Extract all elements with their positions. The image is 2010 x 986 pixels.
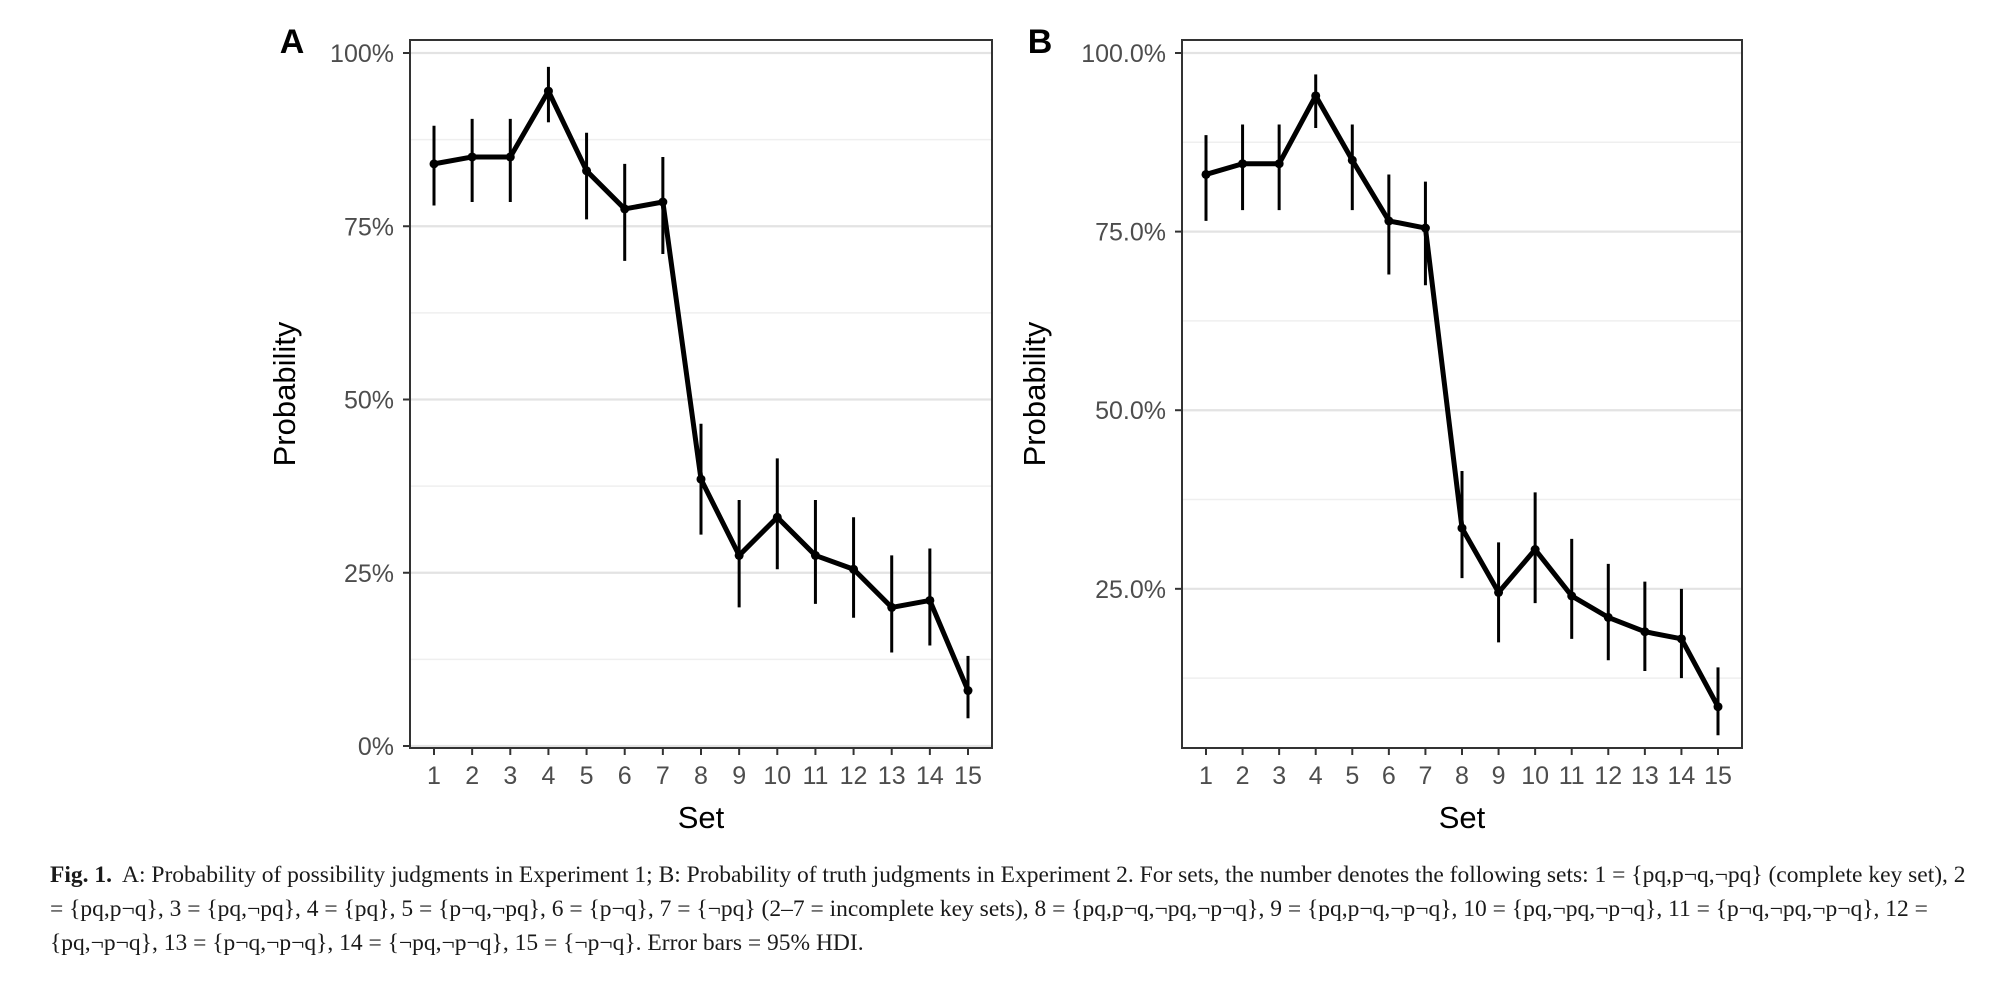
x-tick-label: 11 <box>1559 762 1585 790</box>
y-tick-label: 100% <box>330 40 394 68</box>
data-point <box>1640 627 1650 637</box>
data-point <box>543 86 553 96</box>
y-tick-label: 25% <box>344 560 394 588</box>
data-point <box>887 602 897 612</box>
y-tick-label: 100.0% <box>1081 40 1166 68</box>
data-point <box>1494 587 1504 597</box>
figure: 0%25%50%75%100%1 2 3 4 5 6 7 8 9 10 11 12 13 14 15SetP… <box>267 23 1743 835</box>
data-point <box>429 159 439 169</box>
data-point <box>467 152 477 162</box>
panel-border <box>1181 39 1743 749</box>
data-point <box>925 595 935 605</box>
x-tick-label: 9 <box>1492 762 1506 790</box>
x-tick-label: 12 <box>840 762 868 790</box>
x-tick-label: 13 <box>878 762 906 790</box>
y-tick-label: 0% <box>358 733 394 761</box>
series-line <box>1205 93 1721 708</box>
x-tick-label: 12 <box>1594 762 1622 790</box>
data-point <box>696 474 706 484</box>
data-point <box>658 197 668 207</box>
x-tick-label: 4 <box>1309 762 1323 790</box>
data-point <box>1384 216 1394 226</box>
x-tick-label: 1 <box>1199 762 1213 790</box>
x-tick-label: 3 <box>503 762 517 790</box>
x-tick-label: 2 <box>1236 762 1250 790</box>
x-tick-label: 5 <box>580 762 594 790</box>
x-tick-label: 7 <box>656 762 670 790</box>
panel-A: 0%25%50%75%100%1 2 3 4 5 6 7 8 9 10 11 12 13 14 15SetP… <box>267 23 993 835</box>
x-tick-label: 15 <box>954 762 982 790</box>
caption-text: A: Probability of possibility judgments … <box>50 862 1966 956</box>
figure-caption: Fig. 1. A: Probability of possibility jud… <box>50 858 1975 960</box>
data-point <box>1603 612 1613 622</box>
panel-B: 25.0%50.0%75.0%100.0%1 2 3 4 5 6 7 8 9 10 11 12 13 14… <box>1017 23 1743 835</box>
data-point <box>1201 169 1211 179</box>
data-point <box>1274 159 1284 169</box>
series-line <box>433 88 971 692</box>
x-tick-label: 6 <box>618 762 632 790</box>
x-tick-label: 8 <box>694 762 708 790</box>
x-tick-label: 15 <box>1704 762 1732 790</box>
x-tick-label: 1 <box>427 762 441 790</box>
x-tick-label: 10 <box>1521 762 1549 790</box>
x-tick-label: 11 <box>802 762 828 790</box>
x-tick-label: 4 <box>541 762 555 790</box>
y-tick-label: 75.0% <box>1095 219 1166 247</box>
data-point <box>1311 91 1321 101</box>
data-point <box>772 512 782 522</box>
x-axis-title: Set <box>678 800 725 835</box>
data-point <box>734 550 744 560</box>
x-tick-label: 14 <box>1668 762 1696 790</box>
y-axis-title: Probability <box>267 321 302 466</box>
data-point <box>849 564 859 574</box>
data-point <box>1347 155 1357 165</box>
panel-border <box>409 39 993 749</box>
data-point <box>1530 545 1540 555</box>
x-tick-label: 9 <box>732 762 746 790</box>
data-point <box>963 686 973 696</box>
x-tick-label: 3 <box>1272 762 1286 790</box>
data-point <box>582 166 592 176</box>
y-tick-label: 50% <box>344 387 394 415</box>
x-tick-label: 13 <box>1631 762 1659 790</box>
data-point <box>1713 702 1723 712</box>
x-tick-label: 7 <box>1418 762 1432 790</box>
y-tick-label: 25.0% <box>1095 576 1166 604</box>
y-axis-title: Probability <box>1017 321 1052 466</box>
x-axis-title: Set <box>1439 800 1486 835</box>
x-tick-label: 10 <box>763 762 791 790</box>
caption-label: Fig. 1. <box>50 862 113 888</box>
x-tick-label: 2 <box>465 762 479 790</box>
data-point <box>1238 159 1248 169</box>
data-point <box>620 204 630 214</box>
data-point <box>1420 223 1430 233</box>
y-tick-label: 75% <box>344 213 394 241</box>
x-tick-label: 8 <box>1455 762 1469 790</box>
data-point <box>505 152 515 162</box>
x-tick-label: 14 <box>916 762 944 790</box>
panel-letter: B <box>1028 23 1053 61</box>
data-point <box>810 550 820 560</box>
x-tick-label: 6 <box>1382 762 1396 790</box>
x-tick-label: 5 <box>1345 762 1359 790</box>
data-point <box>1457 523 1467 533</box>
panel-letter: A <box>280 23 305 61</box>
data-point <box>1567 591 1577 601</box>
y-tick-label: 50.0% <box>1095 397 1166 425</box>
data-point <box>1676 634 1686 644</box>
